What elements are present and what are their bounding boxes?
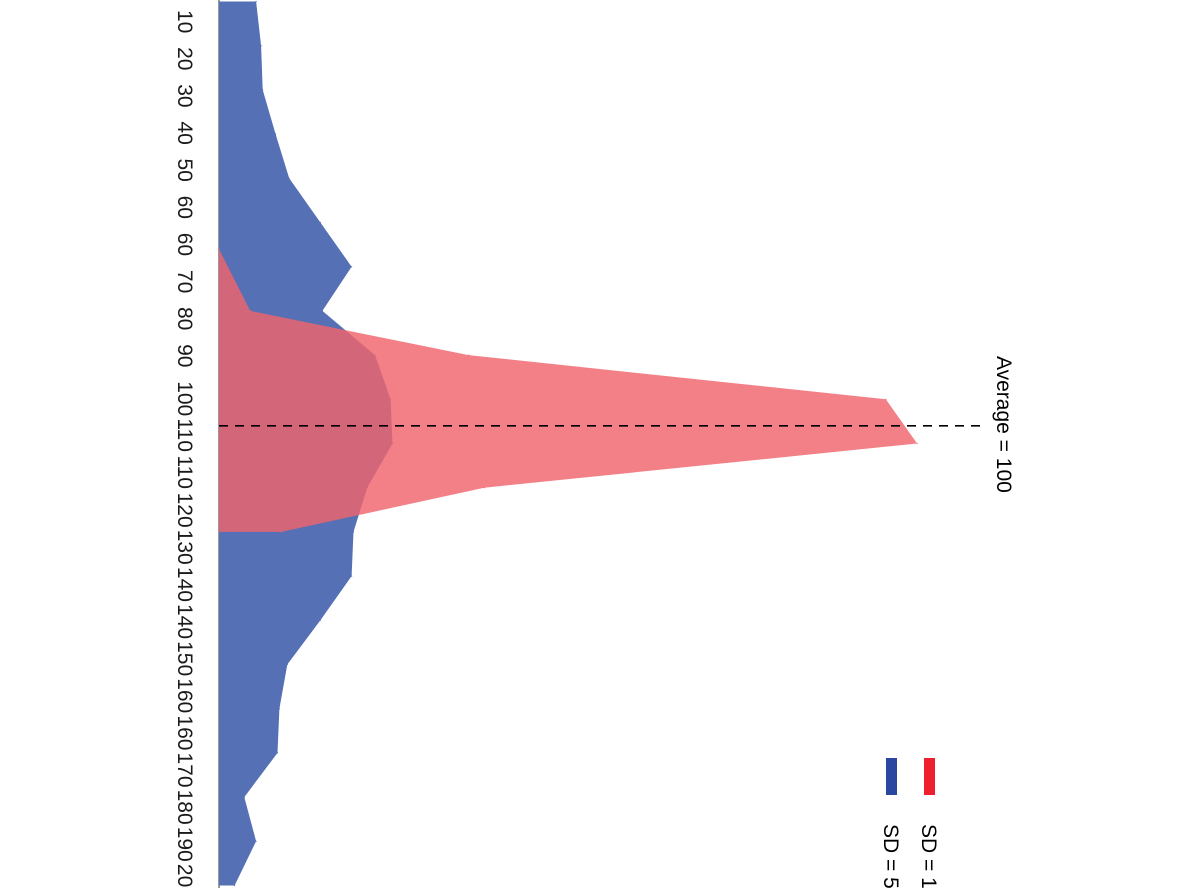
data-point	[280, 531, 282, 533]
data-point	[351, 575, 353, 577]
legend-label: SD = 5	[879, 824, 902, 888]
data-point	[276, 752, 279, 754]
average-label: Average = 100	[992, 356, 1015, 493]
data-point	[352, 531, 355, 533]
data-point	[262, 89, 264, 91]
data-point	[885, 398, 887, 400]
data-point	[483, 487, 485, 489]
data-point	[319, 619, 321, 621]
data-point	[218, 248, 220, 250]
data-point	[321, 310, 323, 312]
tick-label: 140	[173, 604, 196, 639]
legend: SD = 1 SD = 5	[879, 758, 940, 888]
tick-label: 110	[173, 418, 196, 451]
data-point	[286, 663, 288, 666]
tick-label: 90	[173, 344, 196, 367]
tick-label: 160	[173, 678, 196, 713]
tick-label: 10	[173, 10, 196, 33]
tick-label: 160	[173, 715, 196, 750]
data-point	[249, 310, 251, 312]
tick-label: 140	[173, 567, 196, 602]
data-point	[255, 0, 257, 3]
tick-label: 120	[173, 493, 196, 528]
tick-label: 30	[173, 84, 196, 107]
data-point	[278, 708, 280, 710]
tick-label: 150	[173, 641, 196, 676]
legend-label: SD = 1	[917, 824, 940, 888]
tick-label: 190	[173, 827, 196, 862]
tick-labels: 1020304050606070809010011011012013014014…	[173, 10, 196, 888]
legend-swatch	[886, 758, 897, 795]
data-point	[288, 177, 290, 179]
data-point	[243, 796, 245, 798]
series-layer	[218, 0, 918, 887]
data-point	[234, 884, 236, 887]
tick-label: 40	[173, 121, 196, 144]
data-point	[275, 133, 277, 135]
tick-label: 100	[173, 381, 196, 416]
tick-label: 200	[173, 864, 196, 888]
data-point	[255, 840, 257, 842]
series-area-2	[219, 249, 918, 532]
data-point	[468, 354, 470, 356]
data-point	[916, 442, 918, 445]
legend-swatch	[924, 758, 935, 795]
tick-label: 110	[173, 456, 196, 489]
tick-label: 60	[173, 196, 196, 219]
data-point	[319, 221, 321, 224]
tick-label: 20	[173, 47, 196, 70]
tick-label: 170	[173, 753, 196, 788]
tick-label: 50	[173, 159, 196, 182]
tick-label: 80	[173, 307, 196, 330]
tick-label: 60	[173, 233, 196, 256]
tick-label: 130	[173, 530, 196, 565]
tick-label: 70	[173, 270, 196, 293]
data-point	[351, 266, 353, 268]
tick-label: 180	[173, 790, 196, 825]
data-point	[260, 45, 262, 47]
